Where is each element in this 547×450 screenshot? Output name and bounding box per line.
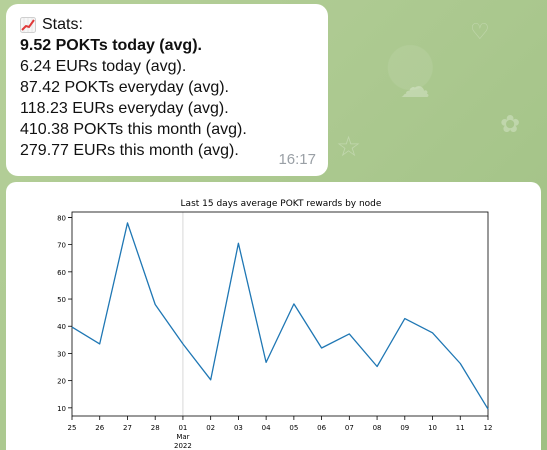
background-pattern-heart-icon: ♡: [470, 20, 490, 45]
x-tick-label: 09: [400, 424, 409, 432]
x-tick-label: 25: [68, 424, 77, 432]
stats-message-bubble[interactable]: Stats: 9.52 POKTs today (avg). 6.24 EURs…: [6, 4, 328, 176]
chart-image-message[interactable]: Last 15 days average POKT rewards by nod…: [6, 182, 541, 450]
stat-line-eur-month: 279.77 EURs this month (avg).: [20, 142, 239, 159]
y-tick-label: 70: [57, 242, 66, 250]
stat-line-pokt-today: 9.52 POKTs today (avg).: [20, 37, 202, 54]
rewards-line-chart: Last 15 days average POKT rewards by nod…: [57, 199, 493, 450]
background-pattern-cloud-icon: ☁: [400, 70, 430, 105]
stat-line-eur-everyday: 118.23 EURs everyday (avg).: [20, 100, 229, 117]
chart-increasing-icon: [20, 16, 36, 33]
y-tick-label: 30: [57, 350, 66, 358]
x-tick-label: 11: [456, 424, 465, 432]
background-pattern-star-icon: ☆: [336, 130, 362, 163]
x-tick-label: 06: [317, 424, 326, 432]
series-line: [71, 222, 489, 410]
message-title: Stats:: [42, 16, 83, 33]
x-tick-label: 07: [345, 424, 354, 432]
x-tick-sublabel: Mar: [176, 433, 189, 441]
x-tick-label: 05: [289, 424, 298, 432]
stat-line-pokt-everyday: 87.42 POKTs everyday (avg).: [20, 79, 229, 96]
x-tick-sublabel: 2022: [174, 442, 192, 450]
x-tick-label: 02: [206, 424, 215, 432]
y-tick-label: 50: [57, 296, 66, 304]
chart-title: Last 15 days average POKT rewards by nod…: [181, 199, 382, 209]
y-tick-label: 40: [57, 323, 66, 331]
x-tick-label: 10: [428, 424, 437, 432]
x-tick-label: 28: [151, 424, 160, 432]
x-tick-label: 08: [373, 424, 382, 432]
plot-frame: [71, 211, 489, 417]
x-tick-label: 03: [234, 424, 243, 432]
stat-line-pokt-month: 410.38 POKTs this month (avg).: [20, 121, 247, 138]
x-tick-label: 27: [123, 424, 132, 432]
x-tick-label: 01: [178, 424, 187, 432]
message-timestamp: 16:17: [278, 151, 316, 168]
stat-line-eur-today: 6.24 EURs today (avg).: [20, 58, 187, 75]
background-pattern-flower-icon: ✿: [500, 110, 521, 138]
y-tick-label: 20: [57, 378, 66, 386]
message-title-row: Stats:: [20, 14, 314, 35]
x-tick-label: 04: [262, 424, 271, 432]
x-tick-label: 26: [95, 424, 104, 432]
y-tick-label: 60: [57, 269, 66, 277]
y-tick-label: 80: [57, 214, 66, 222]
x-tick-label: 12: [484, 424, 493, 432]
y-tick-label: 10: [57, 405, 66, 413]
